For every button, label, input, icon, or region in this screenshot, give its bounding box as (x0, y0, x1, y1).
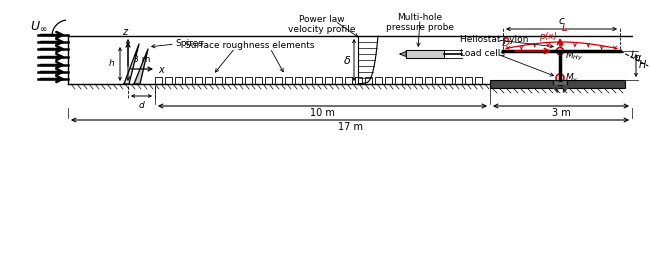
Polygon shape (563, 85, 569, 92)
Text: p(x): p(x) (539, 32, 557, 41)
Bar (245, 77, 252, 84)
Bar (225, 77, 232, 84)
Bar (415, 77, 422, 84)
Text: 17 m: 17 m (337, 122, 363, 132)
Text: Load cells: Load cells (460, 50, 505, 58)
Text: 3 m: 3 m (133, 56, 150, 65)
Bar (445, 77, 452, 84)
Text: $U_\infty$: $U_\infty$ (30, 20, 47, 33)
Bar (335, 77, 342, 84)
Text: D: D (502, 38, 510, 48)
Text: Surface roughness elements: Surface roughness elements (185, 41, 315, 51)
Text: h: h (109, 59, 114, 69)
Bar (295, 77, 302, 84)
Polygon shape (400, 52, 406, 56)
Bar (315, 77, 322, 84)
Bar (155, 77, 162, 84)
Text: z: z (122, 27, 127, 37)
Bar (385, 77, 392, 84)
Text: $\alpha$: $\alpha$ (634, 53, 642, 63)
Text: $M_{Hy}$: $M_{Hy}$ (565, 50, 583, 62)
Bar (185, 77, 192, 84)
Text: $\delta$: $\delta$ (343, 54, 351, 66)
Text: c: c (558, 16, 564, 26)
Bar (255, 77, 262, 84)
Bar (265, 77, 272, 84)
Text: $M_y$: $M_y$ (565, 71, 578, 85)
Text: Spires: Spires (175, 40, 203, 49)
Bar (195, 77, 202, 84)
Polygon shape (124, 44, 139, 84)
Bar (235, 77, 242, 84)
Text: H: H (639, 60, 646, 71)
Bar (215, 77, 222, 84)
Text: L: L (562, 23, 567, 33)
Text: 3 m: 3 m (552, 108, 571, 118)
Bar (275, 77, 282, 84)
Text: Power law
velocity profile: Power law velocity profile (288, 15, 356, 34)
Bar (355, 77, 362, 84)
Bar (345, 77, 352, 84)
Bar (475, 77, 482, 84)
Bar (375, 77, 382, 84)
Bar (165, 77, 172, 84)
Bar (395, 77, 402, 84)
Bar (365, 77, 372, 84)
Text: x: x (158, 65, 164, 75)
Bar (455, 77, 462, 84)
Text: d: d (138, 101, 144, 110)
Bar (553, 80, 567, 85)
Bar (305, 77, 312, 84)
Text: 10 m: 10 m (310, 108, 335, 118)
Text: Multi-hole
pressure probe: Multi-hole pressure probe (386, 13, 454, 33)
Bar (465, 77, 472, 84)
Bar (285, 77, 292, 84)
Polygon shape (551, 85, 557, 92)
Bar (435, 77, 442, 84)
Bar (425, 77, 432, 84)
Bar (175, 77, 182, 84)
Bar (325, 77, 332, 84)
Bar (490, 80, 625, 88)
Bar (205, 77, 212, 84)
Bar (405, 77, 412, 84)
Text: Heliostat pylon: Heliostat pylon (460, 36, 528, 44)
Polygon shape (134, 49, 148, 84)
Polygon shape (406, 50, 444, 58)
